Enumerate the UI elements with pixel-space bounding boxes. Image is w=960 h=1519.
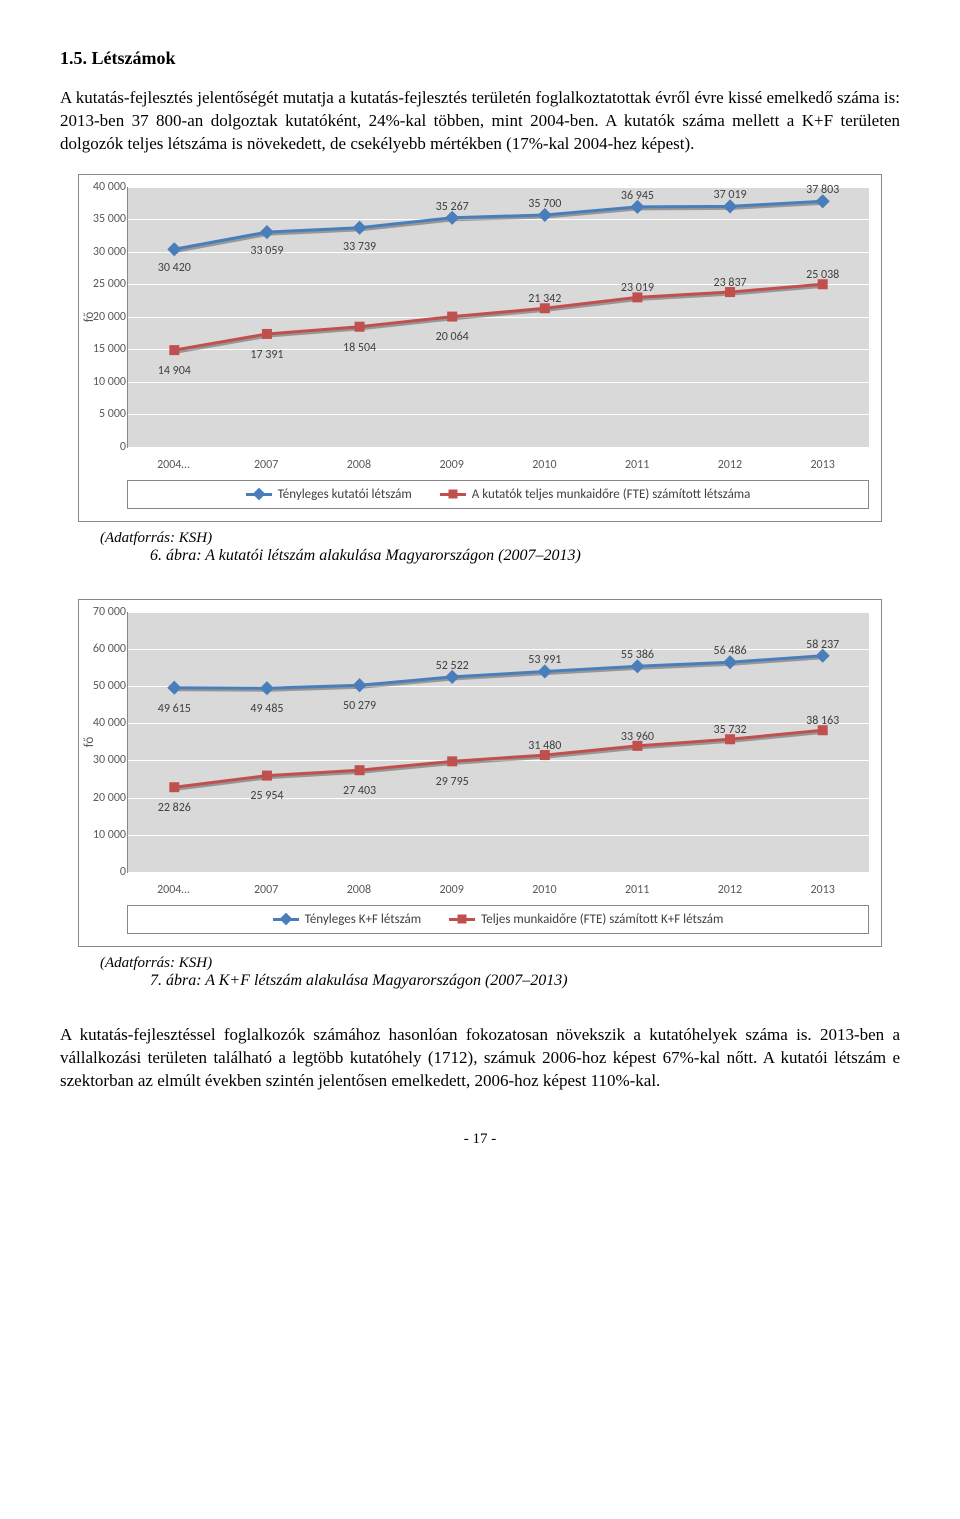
xtick: 2007 — [220, 883, 313, 897]
ytick: 40 000 — [86, 716, 126, 730]
chart-2-legend: Tényleges K+F létszám Teljes munkaidőre (… — [127, 905, 869, 934]
chart-1-xaxis: 2004…2007200820092010201120122013 — [127, 454, 869, 480]
ytick: 10 000 — [86, 828, 126, 842]
ytick: 30 000 — [86, 245, 126, 259]
ytick: 0 — [86, 440, 126, 454]
ytick: 10 000 — [86, 375, 126, 389]
ytick: 35 000 — [86, 212, 126, 226]
legend-swatch — [449, 918, 475, 921]
ytick: 30 000 — [86, 753, 126, 767]
legend-label: Tényleges kutatói létszám — [278, 487, 412, 502]
ytick: 0 — [86, 865, 126, 879]
ytick: 25 000 — [86, 277, 126, 291]
xtick: 2012 — [684, 883, 777, 897]
xtick: 2007 — [220, 458, 313, 472]
xtick: 2009 — [405, 458, 498, 472]
xtick: 2011 — [591, 458, 684, 472]
ytick: 70 000 — [86, 605, 126, 619]
legend-label: Teljes munkaidőre (FTE) számított K+F lé… — [481, 912, 723, 927]
legend-label: A kutatók teljes munkaidőre (FTE) számít… — [472, 487, 751, 502]
ytick: 5 000 — [86, 407, 126, 421]
ytick: 20 000 — [86, 791, 126, 805]
chart-1: fő 05 00010 00015 00020 00025 00030 0003… — [78, 174, 882, 522]
paragraph-2: A kutatás-fejlesztéssel foglalkozók szám… — [60, 1024, 900, 1093]
chart-2-source: (Adatforrás: KSH) — [100, 955, 900, 972]
chart-2-caption: 7. ábra: A K+F létszám alakulása Magyaro… — [150, 972, 900, 990]
xtick: 2010 — [498, 883, 591, 897]
ytick: 20 000 — [86, 310, 126, 324]
ytick: 60 000 — [86, 642, 126, 656]
chart-2: fő 0 10 000 20 000 30 000 40 000 50 000 60 000… — [78, 599, 882, 947]
legend-swatch — [246, 493, 272, 496]
legend-item: A kutatók teljes munkaidőre (FTE) számít… — [440, 487, 751, 502]
page-number: - 17 - — [60, 1131, 900, 1148]
ytick: 40 000 — [86, 180, 126, 194]
ytick: 50 000 — [86, 679, 126, 693]
chart-1-caption: 6. ábra: A kutatói létszám alakulása Mag… — [150, 547, 900, 565]
legend-swatch — [440, 493, 466, 496]
legend-item: Tényleges kutatói létszám — [246, 487, 412, 502]
xtick: 2004… — [127, 883, 220, 897]
legend-swatch — [273, 918, 299, 921]
xtick: 2004… — [127, 458, 220, 472]
chart-2-xaxis: 2004…2007200820092010201120122013 — [127, 879, 869, 905]
legend-item: Teljes munkaidőre (FTE) számított K+F lé… — [449, 912, 723, 927]
chart-1-legend: Tényleges kutatói létszám A kutatók telje… — [127, 480, 869, 509]
xtick: 2012 — [684, 458, 777, 472]
xtick: 2013 — [776, 458, 869, 472]
legend-item: Tényleges K+F létszám — [273, 912, 421, 927]
xtick: 2008 — [313, 883, 406, 897]
xtick: 2010 — [498, 458, 591, 472]
xtick: 2011 — [591, 883, 684, 897]
xtick: 2009 — [405, 883, 498, 897]
paragraph-1: A kutatás-fejlesztés jelentőségét mutatj… — [60, 87, 900, 156]
xtick: 2008 — [313, 458, 406, 472]
legend-label: Tényleges K+F létszám — [305, 912, 421, 927]
section-heading: 1.5. Létszámok — [60, 48, 900, 69]
chart-2-ylabel: fő — [82, 737, 97, 748]
chart-1-source: (Adatforrás: KSH) — [100, 530, 900, 547]
ytick: 15 000 — [86, 342, 126, 356]
xtick: 2013 — [776, 883, 869, 897]
